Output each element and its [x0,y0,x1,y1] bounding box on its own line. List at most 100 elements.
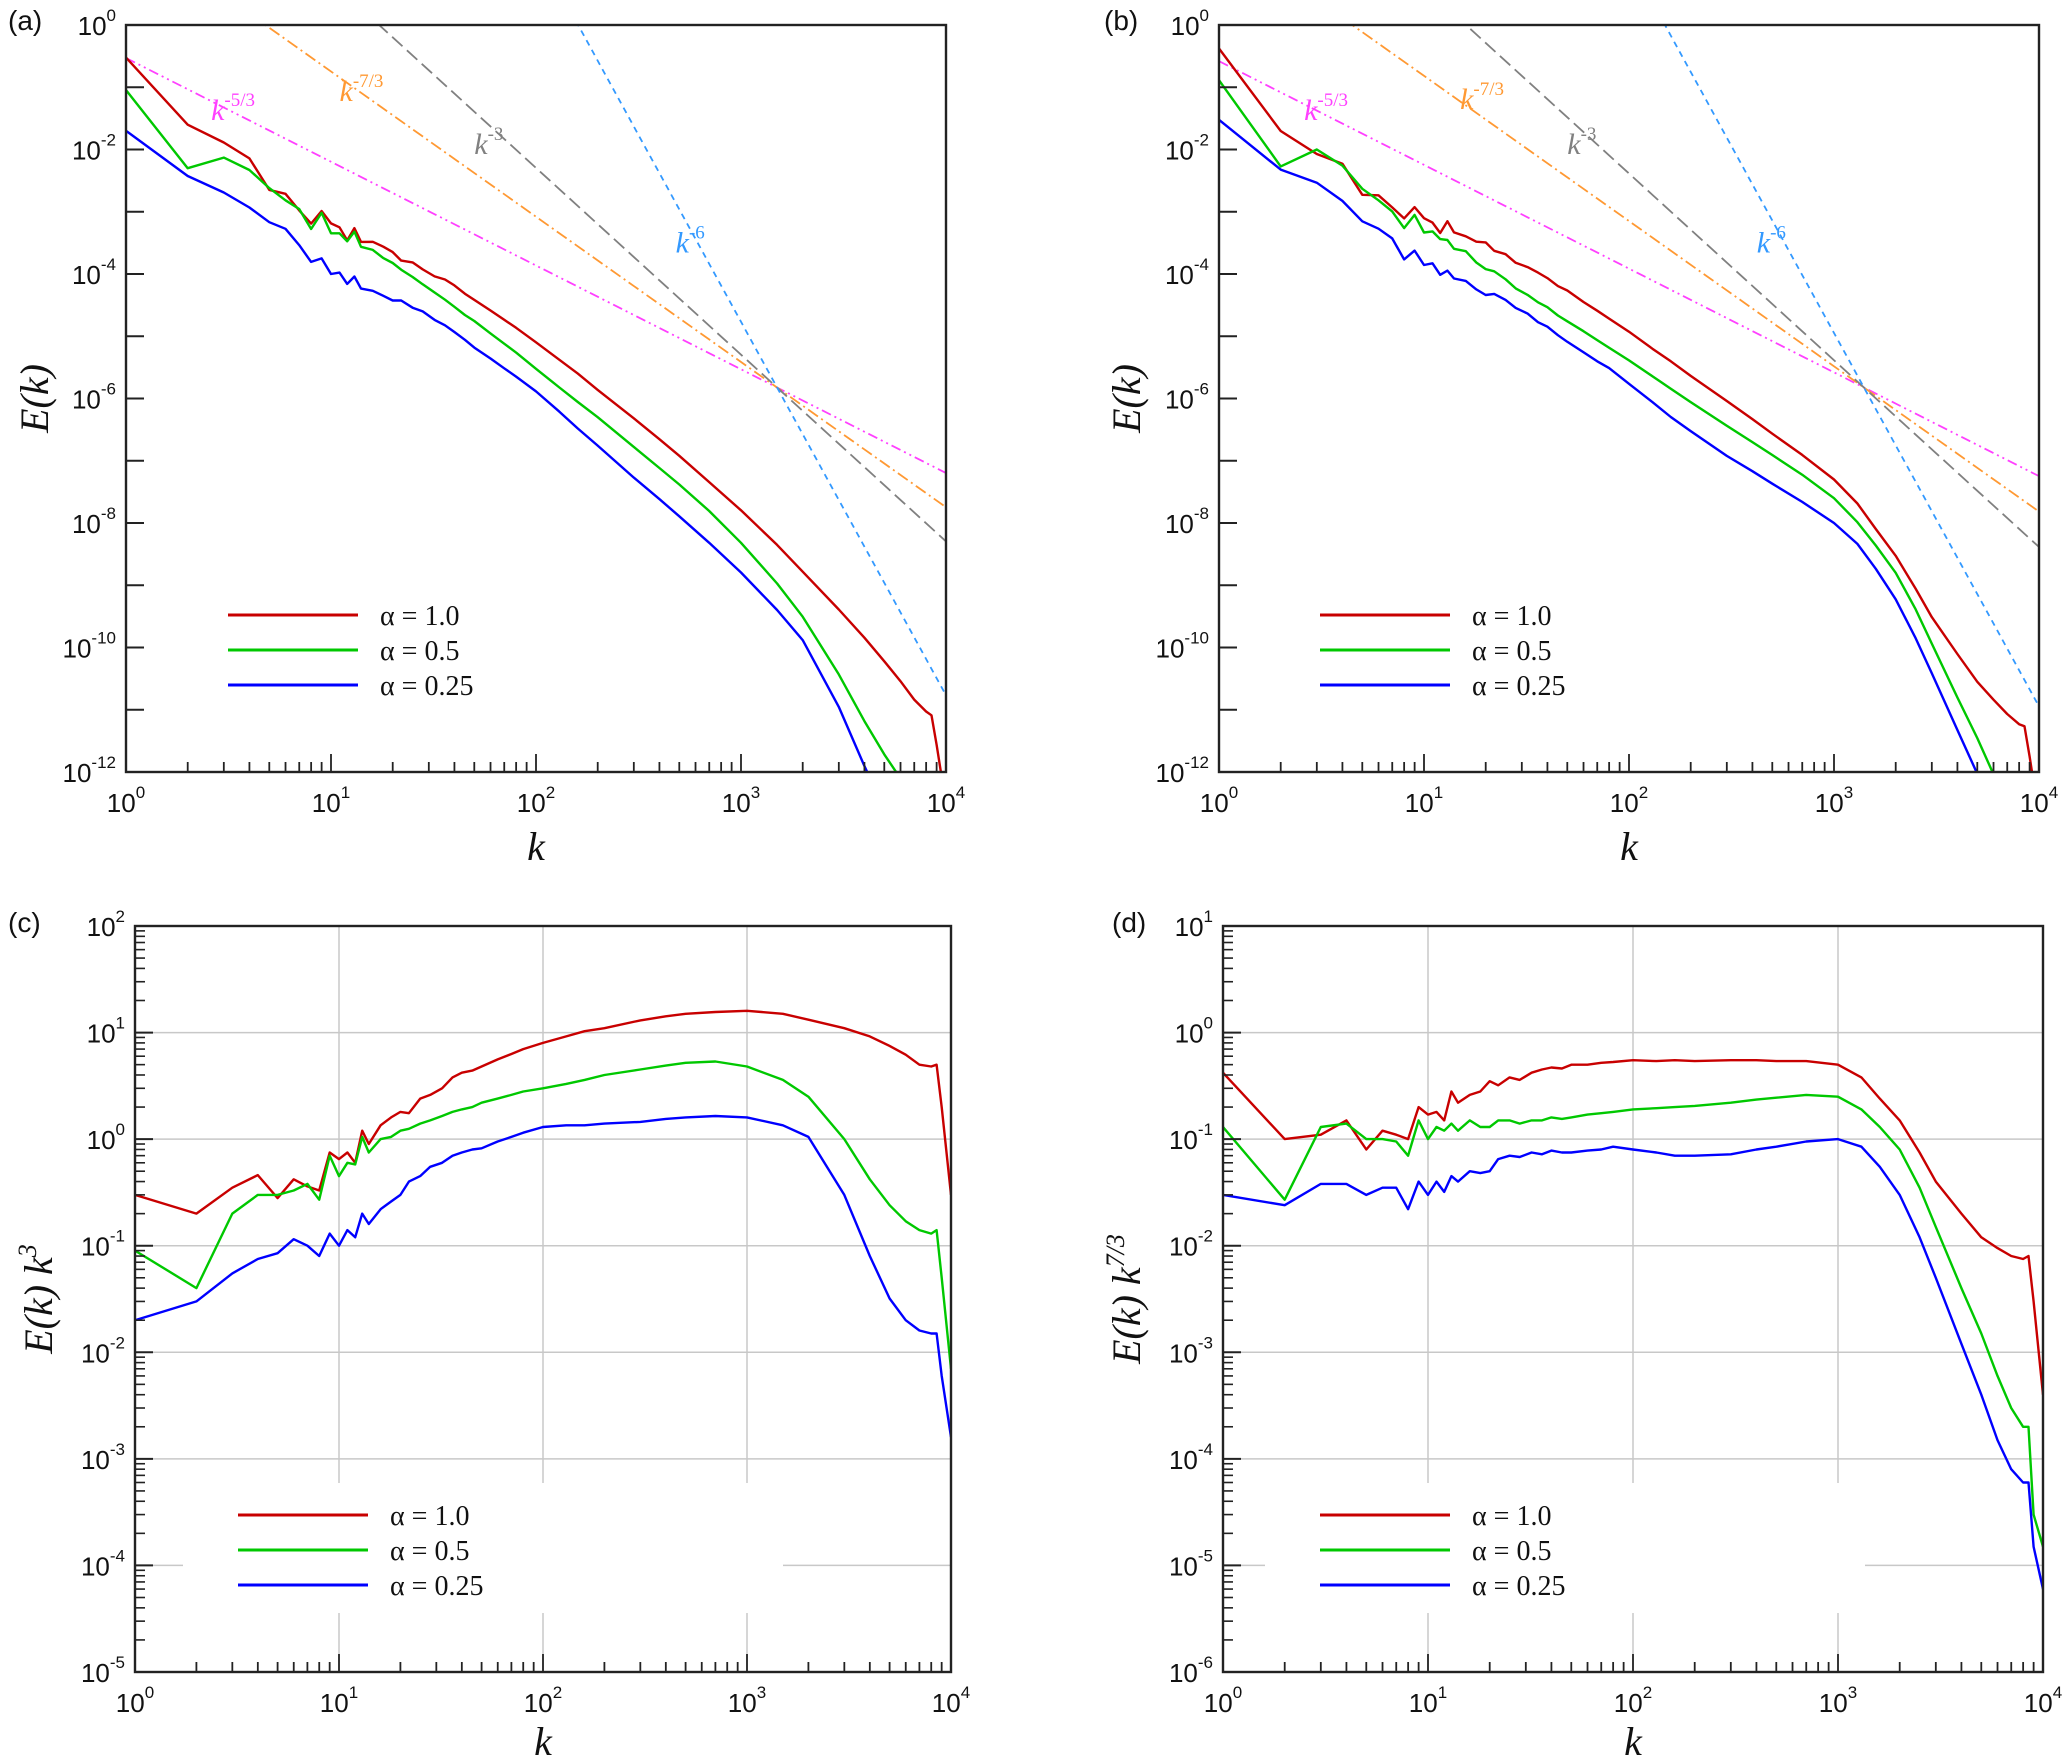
y-tick-label-base: 10 [81,1338,110,1368]
y-tick-label-exp: -12 [1184,753,1209,772]
y-axis-title-base: E(k) [12,364,57,434]
y-tick-label: 10-6 [72,380,116,415]
y-tick-label-exp: -4 [101,255,116,274]
y-tick-label-exp: 2 [116,907,125,926]
y-tick-label: 10-10 [63,629,117,664]
legend: α = 1.0 α = 0.5 α = 0.25 [1265,1483,1865,1613]
x-tick-label: 104 [927,783,965,818]
series-line-10 [126,56,943,772]
reference-label-exp: -6 [1770,223,1786,244]
y-ticks [1219,86,1237,711]
reference-label-exp: -6 [689,223,705,244]
x-tick-label-exp: 3 [1844,783,1853,802]
x-tick-label-base: 10 [722,788,751,818]
y-tick-label-exp: -5 [1198,1546,1213,1565]
y-tick-label-exp: -4 [1198,1440,1213,1459]
y-tick-label-base: 10 [63,634,92,664]
legend-label: α = 1.0 [380,601,459,632]
y-tick-label: 10-3 [81,1440,125,1475]
reference-label-base: k [676,227,690,260]
reference-label: k-6 [1757,223,1786,260]
y-tick-label-base: 10 [72,385,101,415]
reference-lines [1219,25,2039,707]
series-line-05 [1219,79,1994,772]
x-tick-label-base: 10 [107,788,136,818]
y-tick-label: 101 [1175,907,1213,942]
y-tick-label: 10-5 [1169,1546,1213,1581]
y-tick-label: 10-1 [81,1227,125,1262]
y-tick-label-base: 10 [1169,1445,1198,1475]
x-tick-label-exp: 2 [546,783,555,802]
x-tick-label-base: 10 [1409,1688,1438,1718]
x-tick-label: 101 [312,783,350,818]
legend-label: α = 1.0 [1472,601,1551,632]
x-tick-label: 103 [1815,783,1853,818]
series-group [135,1009,951,1438]
y-tick-label-base: 10 [81,1232,110,1262]
y-tick-label: 10-2 [1165,131,1209,166]
y-tick-label: 10-8 [1165,504,1209,539]
y-tick-label: 10-8 [72,504,116,539]
reference-label: k-7/3 [1460,79,1504,116]
y-axis-title-group: E(k) [12,364,57,434]
series-line-025 [1219,118,1978,772]
y-tick-label: 100 [1171,6,1209,41]
y-tick-label: 10-4 [1169,1440,1213,1475]
x-axis-title: k [1624,1719,1643,1759]
x-ticks [1279,754,2031,772]
reference-label: k-3 [1567,124,1596,161]
y-tick-label: 10-3 [1169,1333,1213,1368]
y-tick-label: 10-1 [1169,1120,1213,1155]
y-tick-label-exp: -10 [91,629,116,648]
x-tick-label-base: 10 [1815,788,1844,818]
legend-background [1265,1483,1865,1613]
x-tick-label-exp: 1 [1434,783,1443,802]
x-tick-label: 103 [1819,1683,1857,1718]
x-tick-label: 103 [728,1683,766,1718]
x-tick-label-exp: 0 [136,783,145,802]
y-tick-label-exp: -8 [101,504,116,523]
x-tick-label-base: 10 [2020,788,2049,818]
reference-label-exp: -5/3 [224,90,255,111]
x-tick-label-base: 10 [1819,1688,1848,1718]
y-tick-label-exp: 0 [1204,1014,1213,1033]
y-tick-label: 10-4 [81,1546,125,1581]
y-tick-label-base: 10 [72,260,101,290]
y-tick-label-base: 10 [81,1445,110,1475]
y-axis-title: E(k) [12,364,57,434]
x-tick-label-exp: 4 [961,1683,970,1702]
y-tick-label-exp: -6 [1194,380,1209,399]
x-tick-label-base: 10 [116,1688,145,1718]
panel-b: 100 101 102 103 10410-1210-1010-810-610-410-… [1104,5,2058,869]
x-tick-label-exp: 1 [341,783,350,802]
y-tick-label-exp: -6 [1198,1653,1213,1672]
x-tick-label-base: 10 [1204,1688,1233,1718]
x-tick-label: 102 [517,783,555,818]
series-line-05 [126,89,898,772]
x-tick-label-exp: 4 [2053,1683,2062,1702]
y-tick-label: 102 [87,907,125,942]
x-axis-title: k [527,824,546,869]
series-group [1223,1058,2043,1590]
reference-line-k--3 [1464,25,2039,548]
x-tick-label-base: 10 [1405,788,1434,818]
y-tick-label-base: 10 [1169,1338,1198,1368]
y-tick-label: 10-4 [72,255,116,290]
y-tick-label-exp: 1 [1204,907,1213,926]
x-ticks [1283,1654,2035,1672]
x-tick-label-base: 10 [1200,788,1229,818]
y-tick-label: 10-12 [1156,753,1210,788]
y-axis-title-exp: 3 [13,1244,42,1258]
y-tick-label: 10-12 [63,753,117,788]
legend-label: α = 0.5 [1472,636,1551,667]
y-axis-title: E(k) [1104,364,1149,434]
x-tick-label: 101 [320,1683,358,1718]
y-tick-label-exp: -3 [110,1440,125,1459]
panel-d: 100 101 102 103 10410-610-510-410-310-210-11… [1101,907,2062,1759]
series-line-10 [1219,47,2034,772]
y-tick-label-base: 10 [1175,912,1204,942]
legend-label: α = 0.5 [390,1536,469,1567]
x-tick-label-exp: 2 [1639,783,1648,802]
y-tick-label-base: 10 [81,1551,110,1581]
y-tick-label-base: 10 [1171,11,1200,41]
